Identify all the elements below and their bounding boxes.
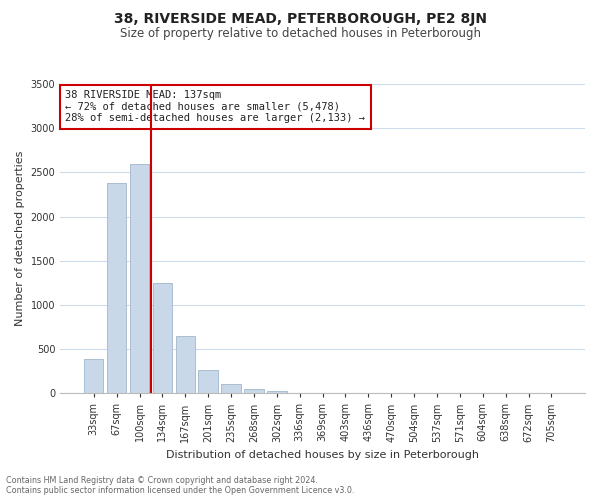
Y-axis label: Number of detached properties: Number of detached properties: [15, 151, 25, 326]
Text: Contains HM Land Registry data © Crown copyright and database right 2024.: Contains HM Land Registry data © Crown c…: [6, 476, 318, 485]
Text: 38, RIVERSIDE MEAD, PETERBOROUGH, PE2 8JN: 38, RIVERSIDE MEAD, PETERBOROUGH, PE2 8J…: [113, 12, 487, 26]
Text: Size of property relative to detached houses in Peterborough: Size of property relative to detached ho…: [119, 28, 481, 40]
Text: 38 RIVERSIDE MEAD: 137sqm
← 72% of detached houses are smaller (5,478)
28% of se: 38 RIVERSIDE MEAD: 137sqm ← 72% of detac…: [65, 90, 365, 124]
Bar: [267, 390, 287, 394]
Bar: [176, 336, 195, 394]
Bar: [221, 384, 241, 394]
Bar: [244, 389, 263, 394]
Bar: [84, 359, 103, 394]
Bar: [130, 164, 149, 394]
X-axis label: Distribution of detached houses by size in Peterborough: Distribution of detached houses by size …: [166, 450, 479, 460]
Bar: [107, 183, 127, 394]
Bar: [199, 370, 218, 394]
Text: Contains public sector information licensed under the Open Government Licence v3: Contains public sector information licen…: [6, 486, 355, 495]
Bar: [152, 283, 172, 394]
